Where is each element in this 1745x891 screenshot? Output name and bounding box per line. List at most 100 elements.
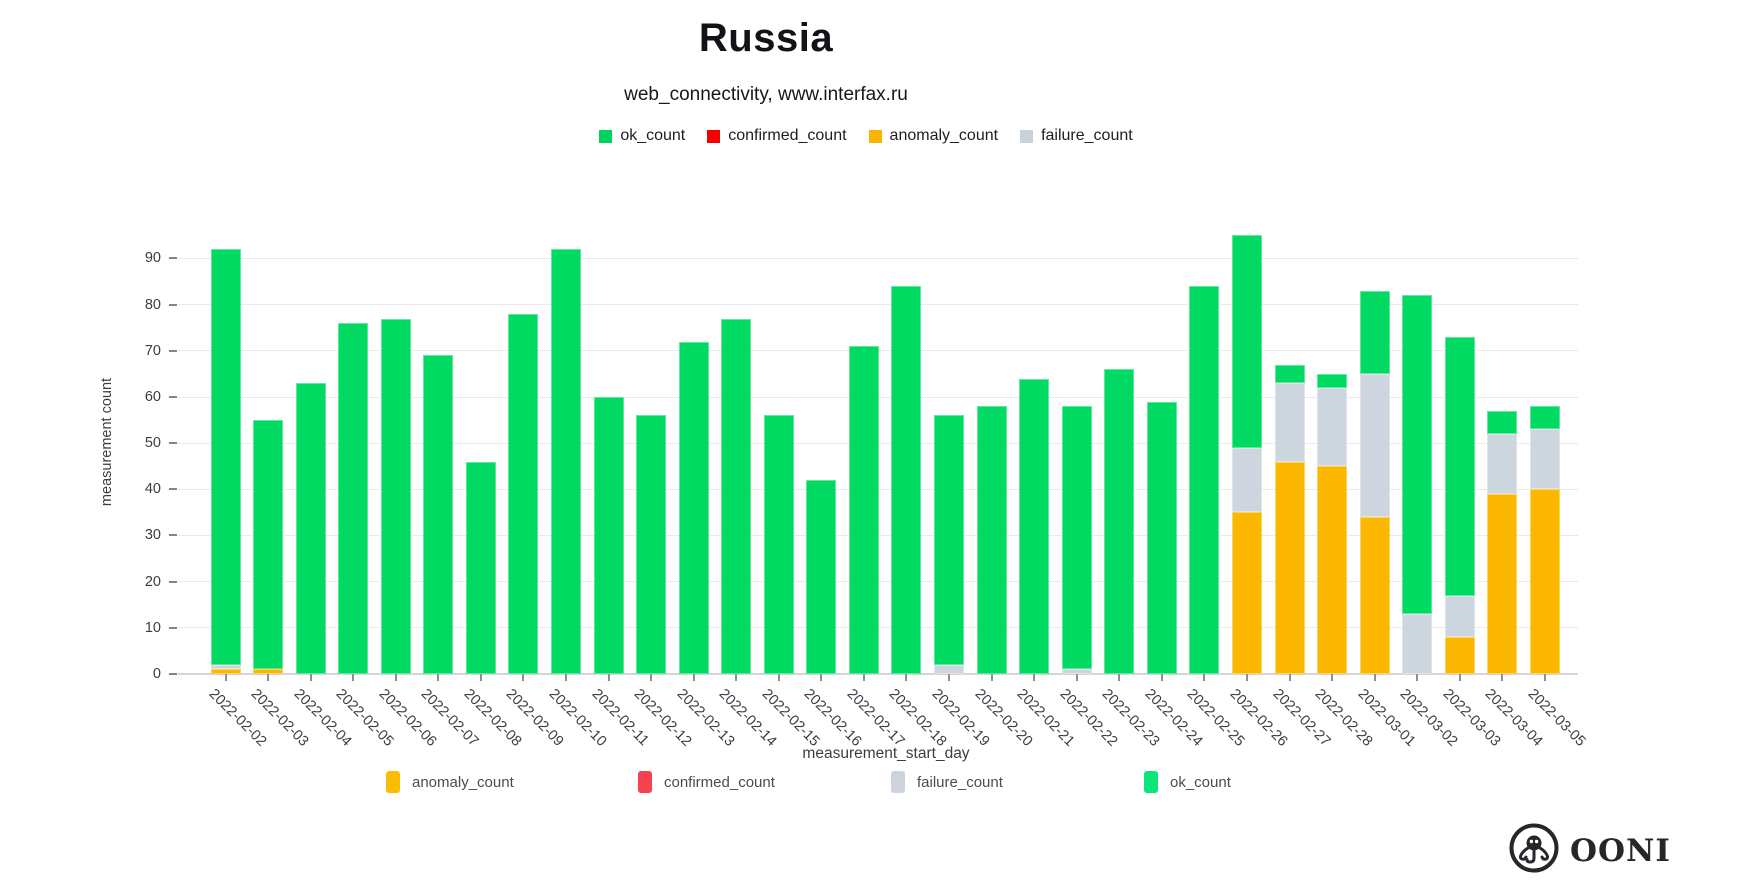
bar-segment-anomaly_count: [1529, 489, 1560, 674]
bar-segment-ok_count: [593, 397, 624, 674]
subtitle-wrap: web_connectivity, www.interfax.ru: [0, 84, 1532, 106]
bar-segment-ok_count: [1487, 410, 1518, 434]
bar-segment-failure_count: [1487, 433, 1518, 494]
y-tick-mark: [169, 395, 177, 398]
bar-2022-03-01: [1359, 290, 1390, 674]
bar-2022-03-05: [1529, 406, 1560, 674]
legend-bottom-item-confirmed_count: confirmed_count: [638, 771, 775, 793]
bar-segment-anomaly_count: [1274, 461, 1305, 674]
bar-2022-02-22: [1061, 406, 1092, 674]
legend-label: failure_count: [917, 773, 1003, 791]
x-tick-mark: [352, 674, 355, 681]
legend-swatch-confirmed_count: [707, 129, 721, 143]
x-tick-mark: [1416, 674, 1419, 681]
bar-2022-03-03: [1444, 336, 1475, 674]
legend-label: anomaly_count: [889, 127, 999, 144]
y-tick-mark: [169, 534, 177, 537]
x-tick-mark: [394, 674, 397, 681]
x-tick-mark: [1075, 674, 1078, 681]
x-tick-mark: [309, 674, 312, 681]
y-tick-mark: [169, 442, 177, 445]
ooni-octopus-icon: [1508, 822, 1560, 879]
bar-segment-failure_count: [1529, 429, 1560, 490]
x-tick-mark: [735, 674, 738, 681]
bar-segment-ok_count: [1402, 295, 1433, 614]
bar-2022-02-27: [1274, 364, 1305, 674]
bar-segment-ok_count: [763, 415, 794, 674]
bar-segment-ok_count: [1104, 369, 1135, 674]
bar-segment-anomaly_count: [253, 669, 284, 674]
bar-segment-ok_count: [1274, 364, 1305, 384]
bar-segment-ok_count: [976, 406, 1007, 674]
bar-segment-ok_count: [423, 355, 454, 674]
bar-2022-02-25: [1189, 286, 1220, 674]
bar-segment-ok_count: [508, 313, 539, 674]
x-tick-mark: [692, 674, 695, 681]
bar-segment-ok_count: [848, 346, 879, 674]
bar-2022-03-02: [1402, 295, 1433, 674]
legend-swatch-confirmed_count: [638, 771, 652, 793]
bar-segment-ok_count: [1317, 373, 1348, 388]
bar-segment-failure_count: [1444, 595, 1475, 638]
x-tick-mark: [1373, 674, 1376, 681]
bar-segment-anomaly_count: [1487, 493, 1518, 674]
x-tick-mark: [1501, 674, 1504, 681]
legend-top: ok_count confirmed_count anomaly_count fail…: [190, 127, 1542, 145]
x-tick-mark: [437, 674, 440, 681]
x-tick-mark: [1160, 674, 1163, 681]
bar-segment-ok_count: [1019, 378, 1050, 674]
legend-swatch-failure_count: [891, 771, 905, 793]
bar-segment-ok_count: [1529, 406, 1560, 430]
bar-segment-ok_count: [934, 415, 965, 665]
bar-segment-anomaly_count: [1444, 637, 1475, 674]
bar-segment-ok_count: [1189, 286, 1220, 674]
bar-segment-ok_count: [465, 461, 496, 674]
x-tick-mark: [607, 674, 610, 681]
x-title-wrap: measurement_start_day: [190, 745, 1582, 763]
y-tick-label: 50: [144, 435, 161, 452]
y-tick-label: 90: [144, 250, 161, 267]
y-tick-label: 60: [144, 388, 161, 405]
x-tick-mark: [1118, 674, 1121, 681]
gridline: [178, 257, 1578, 259]
plot-area: 2022-02-02 2022-02-03 2022-02-04 2022-02-05…: [178, 210, 1588, 750]
x-tick-mark: [1033, 674, 1036, 681]
x-tick-mark: [862, 674, 865, 681]
bar-segment-ok_count: [253, 420, 284, 670]
bar-segment-failure_count: [1317, 387, 1348, 467]
bar-2022-02-18: [891, 286, 922, 674]
y-tick-mark: [169, 488, 177, 491]
bar-segment-failure_count: [210, 664, 241, 670]
bar-segment-ok_count: [721, 318, 752, 674]
x-tick-mark: [564, 674, 567, 681]
ooni-wordmark: OONI: [1570, 832, 1671, 869]
bar-segment-ok_count: [1146, 401, 1177, 674]
legend-swatch-anomaly_count: [868, 129, 882, 143]
bar-segment-ok_count: [1231, 235, 1262, 448]
legend-swatch-ok_count: [599, 129, 613, 143]
y-tick-label: 40: [144, 481, 161, 498]
legend-swatch-failure_count: [1020, 129, 1034, 143]
legend-swatch-ok_count: [1144, 771, 1158, 793]
bar-2022-02-24: [1146, 401, 1177, 674]
x-tick-mark: [1203, 674, 1206, 681]
bar-segment-anomaly_count: [1231, 512, 1262, 674]
bar-segment-failure_count: [1274, 383, 1305, 462]
bar-2022-02-23: [1104, 369, 1135, 674]
y-tick-label: 10: [144, 619, 161, 636]
y-tick-label: 80: [144, 296, 161, 313]
x-tick-mark: [267, 674, 270, 681]
bar-2022-02-03: [253, 420, 284, 674]
bar-segment-ok_count: [1444, 336, 1475, 596]
x-tick-mark: [522, 674, 525, 681]
legend-top-item-confirmed_count: confirmed_count: [707, 127, 847, 145]
bar-2022-02-17: [848, 346, 879, 674]
bar-segment-anomaly_count: [1317, 466, 1348, 674]
bar-2022-02-04: [295, 383, 326, 674]
x-tick-mark: [948, 674, 951, 681]
legend-swatch-anomaly_count: [386, 771, 400, 793]
legend-top-item-ok_count: ok_count: [599, 127, 685, 145]
legend-label: failure_count: [1041, 127, 1133, 144]
legend-label: ok_count: [1170, 773, 1231, 791]
legend-label: confirmed_count: [728, 127, 847, 144]
